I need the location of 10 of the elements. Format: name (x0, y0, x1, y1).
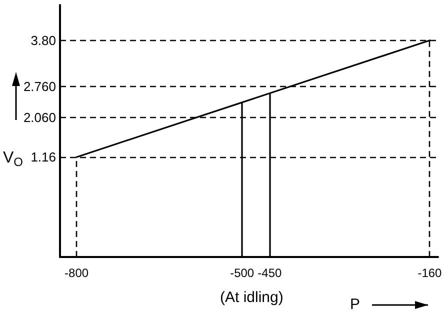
x-tick-label: -800 (64, 266, 89, 280)
y-tick-label: 1.16 (30, 150, 56, 165)
y-tick-label: 2.760 (23, 78, 56, 94)
x-axis-title: P (350, 296, 360, 313)
y-tick-label: 3.80 (30, 32, 56, 48)
x-tick-label: -160 (418, 266, 442, 280)
text: (At idling) (220, 289, 284, 306)
y-tick-label: 2.060 (23, 110, 56, 125)
x-tick-label: -450 (258, 266, 282, 280)
x-tick-label: -500 (230, 266, 254, 280)
